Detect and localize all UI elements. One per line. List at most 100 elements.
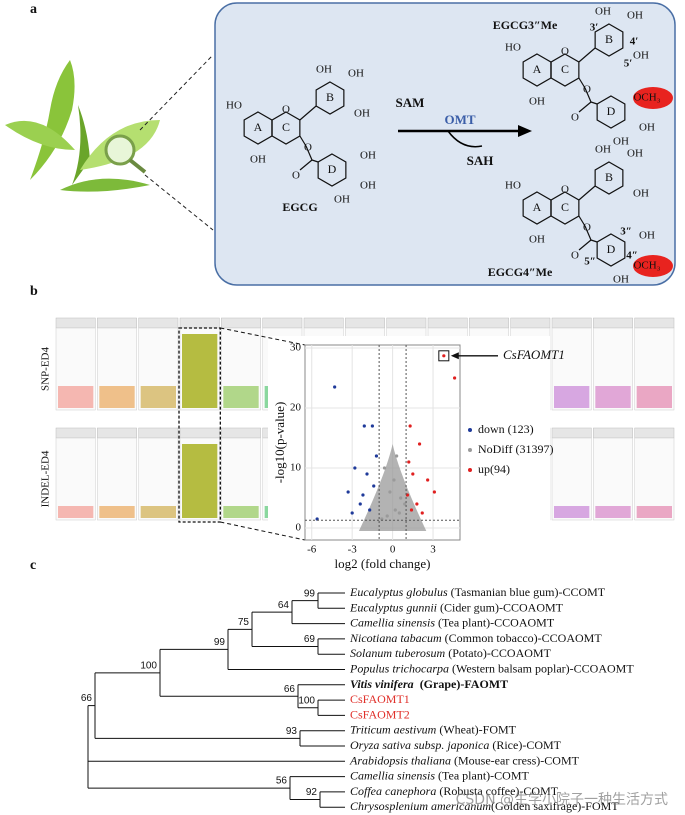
track-density xyxy=(182,444,218,518)
track-density xyxy=(636,386,672,408)
zoom-line xyxy=(144,174,214,231)
leaf-species: Coffea canephora xyxy=(350,784,436,798)
leaf-label: Chrysosplenium americanum(Golden saxifra… xyxy=(350,799,619,813)
leaf-detail: (Tea plant)-COMT xyxy=(435,768,529,782)
track-density xyxy=(595,506,631,518)
track-density xyxy=(182,334,218,408)
arrow-head xyxy=(450,352,459,360)
group-label: HO xyxy=(505,42,521,54)
track-header xyxy=(551,317,592,329)
leaf-detail: (Tasmanian blue gum)-CCOMT xyxy=(448,585,606,599)
leaf-label: Eucalyptus gunnii (Cider gum)-CCOAOMT xyxy=(349,600,564,614)
track-header xyxy=(55,317,96,329)
position-label: 5″ xyxy=(584,256,596,268)
bond xyxy=(590,239,598,243)
bond xyxy=(578,239,592,251)
leaf-detail: (Tea plant)-CCOAOMT xyxy=(435,615,555,629)
track-header xyxy=(221,427,261,439)
position-label: 3″ xyxy=(620,226,632,238)
track-header xyxy=(593,427,633,439)
group-label: O xyxy=(561,46,569,58)
group-label: OH xyxy=(613,274,629,286)
group-label: O xyxy=(304,142,312,154)
molecule-name: EGCG3″Me xyxy=(493,18,558,32)
leaf-detail: (Mouse-ear cress)-COMT xyxy=(451,753,580,767)
leaf-label: Arabidopsis thaliana (Mouse-ear cress)-C… xyxy=(349,753,580,767)
group-label: O xyxy=(583,222,591,234)
track-density xyxy=(223,506,259,518)
bootstrap: 69 xyxy=(304,634,316,645)
tea-leaf xyxy=(5,60,160,192)
track-header xyxy=(634,427,675,439)
panel-label: c xyxy=(30,558,36,573)
bond xyxy=(578,101,592,113)
point xyxy=(442,354,446,358)
leaf-species: Camellia sinensis xyxy=(350,615,435,629)
group-label: OH xyxy=(639,230,655,242)
highlight xyxy=(633,87,673,109)
group-label: OH xyxy=(627,10,643,22)
bootstrap: 100 xyxy=(140,660,157,671)
point xyxy=(372,484,376,488)
track-header xyxy=(593,317,633,329)
leaf-species: Solanum tuberosum xyxy=(350,646,446,660)
focus-box xyxy=(178,327,221,523)
bootstrap: 56 xyxy=(276,776,288,787)
track-header xyxy=(303,317,344,329)
point xyxy=(333,385,337,389)
bootstrap: 93 xyxy=(286,726,298,737)
point xyxy=(393,508,397,512)
ring-label: A xyxy=(533,200,542,214)
track-header xyxy=(138,317,179,329)
leaf-detail: (Grape)-FAOMT xyxy=(414,677,508,691)
ring-label: D xyxy=(607,104,616,118)
bond xyxy=(584,225,592,241)
point xyxy=(411,472,415,476)
x-tick-label: 3 xyxy=(430,544,436,556)
position-label: 5′ xyxy=(624,58,633,70)
point xyxy=(408,424,412,428)
bond xyxy=(578,185,596,201)
legend-marker xyxy=(468,468,472,472)
point xyxy=(417,442,422,446)
track-density xyxy=(554,386,590,408)
zoom-line xyxy=(139,54,214,131)
leaf-detail: (Common tobacco)-CCOAOMT xyxy=(442,631,603,645)
x-tick-label: 0 xyxy=(390,544,396,556)
leaf-species: Oryza sativa subsp. japonica xyxy=(350,738,489,752)
zoom-line xyxy=(220,327,306,346)
leaf-detail: (Western balsam poplar)-CCOAOMT xyxy=(449,661,634,675)
track-header xyxy=(469,317,509,329)
bond xyxy=(578,47,596,63)
bootstrap: 75 xyxy=(238,617,250,628)
track-density xyxy=(58,386,94,408)
leaf-species: Eucalyptus gunnii xyxy=(349,600,437,614)
group-label: O xyxy=(561,184,569,196)
y-tick-label: 30 xyxy=(290,342,302,354)
leaf-label: Camellia sinensis (Tea plant)-COMT xyxy=(350,768,529,782)
panel-label: b xyxy=(30,284,38,299)
point xyxy=(350,511,354,515)
leaf-detail: (Rice)-COMT xyxy=(489,738,561,752)
track-header xyxy=(55,427,96,439)
track-header xyxy=(510,317,551,329)
group-label: OH xyxy=(250,154,266,166)
point xyxy=(420,511,424,515)
track-header xyxy=(427,317,468,329)
point xyxy=(405,493,410,497)
group-label: HO xyxy=(505,180,521,192)
bootstrap: 100 xyxy=(298,695,315,706)
leaf-species: Camellia sinensis xyxy=(350,768,435,782)
bond xyxy=(299,159,313,171)
leaf-species: Arabidopsis thaliana xyxy=(349,753,451,767)
molecule-name: EGCG xyxy=(282,200,317,214)
group-label: O xyxy=(571,250,579,262)
x-axis-label: log2 (fold change) xyxy=(334,556,430,571)
track-header xyxy=(551,427,592,439)
bond xyxy=(578,77,586,89)
byproduct-arrow xyxy=(447,130,483,148)
leaf-detail: (Wheat)-FOMT xyxy=(436,722,516,736)
row-label: INDEL-ED4 xyxy=(40,450,52,507)
group-label: OH xyxy=(529,234,545,246)
track-header xyxy=(97,427,137,439)
